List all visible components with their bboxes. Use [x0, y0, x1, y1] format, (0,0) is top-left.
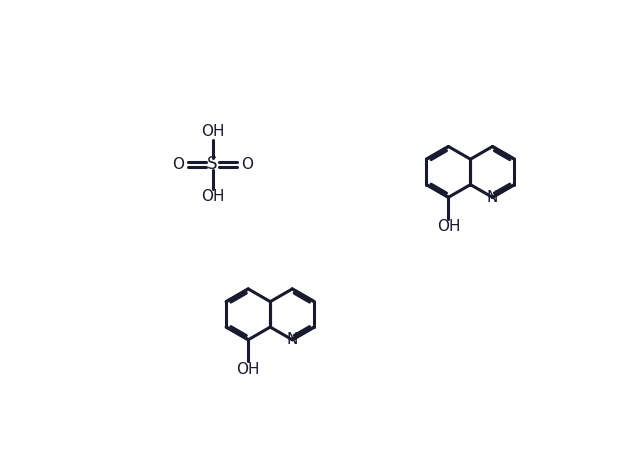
Text: S: S: [207, 155, 218, 173]
Text: O: O: [172, 157, 184, 172]
Text: OH: OH: [237, 361, 260, 376]
Text: OH: OH: [436, 219, 460, 234]
Text: N: N: [487, 190, 498, 205]
Text: OH: OH: [201, 125, 224, 140]
Text: N: N: [287, 332, 298, 347]
Text: O: O: [241, 157, 253, 172]
Text: OH: OH: [201, 189, 224, 204]
